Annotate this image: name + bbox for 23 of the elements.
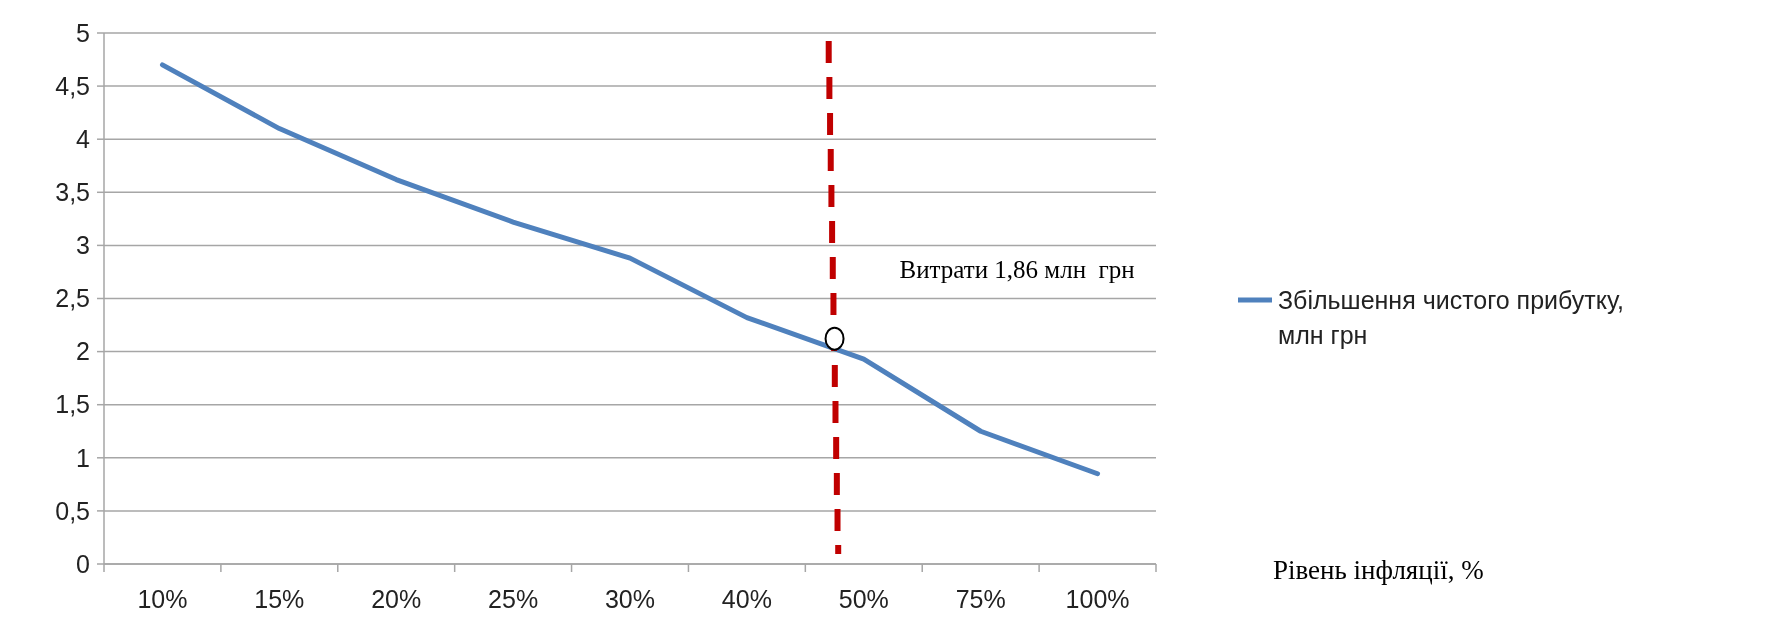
y-tick-label: 2 <box>76 337 90 366</box>
x-tick-label: 75% <box>955 585 1006 613</box>
x-tick-label: 10% <box>137 585 188 613</box>
y-tick-label: 0 <box>76 549 90 578</box>
y-tick-label: 2,5 <box>55 284 90 313</box>
x-tick-label: 15% <box>254 585 305 613</box>
y-tick-label: 1,5 <box>55 390 90 419</box>
legend-label: Збільшення чистого прибутку, млн грн <box>1278 285 1624 349</box>
annotation: Витрати 1,86 млн грн <box>899 256 1135 283</box>
y-tick-label: 1 <box>76 443 90 472</box>
x-tick-label: 20% <box>371 585 422 613</box>
y-tick-label: 4,5 <box>55 71 90 100</box>
x-tick-label: 50% <box>838 585 889 613</box>
x-axis-title: Рівень інфляції, % <box>1273 555 1484 585</box>
x-tick-label: 100% <box>1065 585 1130 613</box>
y-tick-label: 4 <box>76 124 91 153</box>
y-tick-label: 5 <box>76 18 90 47</box>
y-tick-label: 0,5 <box>55 496 90 525</box>
x-tick-label: 25% <box>488 585 539 613</box>
x-tick-label: 30% <box>604 585 656 613</box>
x-tick-label: 40% <box>721 585 772 613</box>
y-tick-label: 3,5 <box>55 178 90 207</box>
y-tick-label: 3 <box>76 231 90 260</box>
